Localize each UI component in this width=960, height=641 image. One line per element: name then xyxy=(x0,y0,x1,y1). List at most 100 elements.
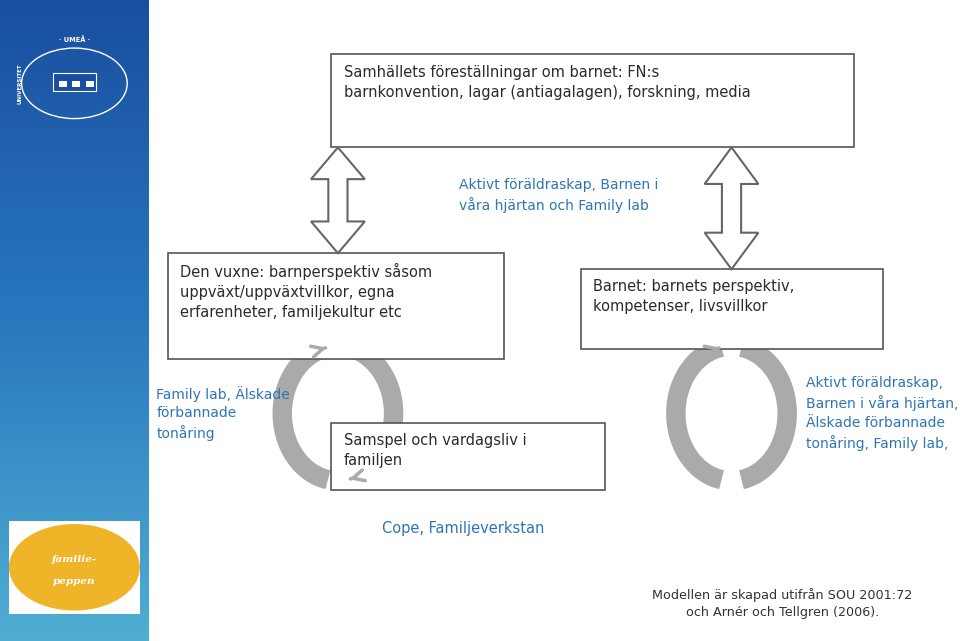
Bar xyxy=(0,590,149,593)
Bar xyxy=(0,324,149,327)
Bar xyxy=(0,45,149,48)
Bar xyxy=(0,561,149,564)
Bar xyxy=(0,558,149,561)
Bar xyxy=(0,429,149,433)
Bar xyxy=(0,327,149,330)
Bar xyxy=(0,308,149,311)
Bar xyxy=(0,314,149,317)
Bar xyxy=(0,71,149,74)
Bar xyxy=(0,545,149,548)
Bar xyxy=(0,551,149,554)
Bar xyxy=(0,615,149,619)
Polygon shape xyxy=(705,147,758,269)
Bar xyxy=(0,58,149,61)
Bar xyxy=(0,112,149,115)
Bar xyxy=(0,583,149,587)
Bar xyxy=(0,103,149,106)
Text: familie-: familie- xyxy=(52,555,97,564)
Bar xyxy=(0,554,149,558)
Bar xyxy=(0,173,149,176)
Bar xyxy=(0,244,149,247)
Bar xyxy=(0,29,149,32)
Bar xyxy=(0,330,149,333)
Bar xyxy=(0,401,149,404)
Bar xyxy=(0,154,149,157)
Bar xyxy=(0,612,149,615)
Bar xyxy=(0,119,149,122)
Bar xyxy=(0,215,149,218)
Bar xyxy=(0,410,149,413)
Bar xyxy=(0,580,149,583)
Bar xyxy=(0,599,149,603)
Bar xyxy=(0,375,149,378)
Bar xyxy=(0,26,149,29)
Bar xyxy=(73,81,80,87)
Bar xyxy=(0,471,149,474)
Bar xyxy=(0,170,149,173)
Bar xyxy=(0,625,149,628)
Bar xyxy=(0,260,149,263)
Bar xyxy=(0,167,149,170)
Bar xyxy=(0,503,149,506)
Bar xyxy=(0,577,149,580)
Bar xyxy=(0,356,149,359)
Bar xyxy=(0,269,149,272)
Text: Samspel och vardagsliv i
familjen: Samspel och vardagsliv i familjen xyxy=(344,433,526,468)
Bar xyxy=(0,333,149,337)
Bar xyxy=(0,417,149,420)
Bar xyxy=(0,596,149,599)
Bar xyxy=(0,603,149,606)
Bar xyxy=(0,163,149,167)
Bar xyxy=(0,436,149,439)
Bar xyxy=(0,449,149,452)
FancyBboxPatch shape xyxy=(331,54,854,147)
Bar xyxy=(0,147,149,151)
Bar xyxy=(0,346,149,349)
Bar xyxy=(0,445,149,449)
FancyBboxPatch shape xyxy=(168,253,504,359)
Bar xyxy=(0,619,149,622)
Bar xyxy=(0,385,149,388)
Text: Cope, Familjeverkstan: Cope, Familjeverkstan xyxy=(382,521,545,537)
Bar xyxy=(0,87,149,90)
Bar xyxy=(0,237,149,240)
Bar xyxy=(0,490,149,494)
Bar xyxy=(0,423,149,426)
Bar xyxy=(0,135,149,138)
Bar xyxy=(0,42,149,45)
Bar xyxy=(0,343,149,346)
Bar xyxy=(0,388,149,391)
Bar xyxy=(0,513,149,516)
Bar xyxy=(0,462,149,465)
Bar xyxy=(0,218,149,221)
Bar xyxy=(0,74,149,77)
Bar xyxy=(0,228,149,231)
Bar xyxy=(0,484,149,487)
Bar xyxy=(0,465,149,468)
Bar xyxy=(0,442,149,445)
Bar xyxy=(0,205,149,208)
Bar xyxy=(0,500,149,503)
Bar xyxy=(0,253,149,256)
Bar xyxy=(0,359,149,362)
Bar xyxy=(0,115,149,119)
Bar xyxy=(0,224,149,228)
Bar xyxy=(0,3,149,6)
Bar xyxy=(0,510,149,513)
Text: Family lab, Älskade
förbannade
tonåring: Family lab, Älskade förbannade tonåring xyxy=(156,386,290,441)
Bar xyxy=(0,433,149,436)
Bar xyxy=(0,628,149,631)
Bar xyxy=(0,516,149,519)
Text: Samhällets föreställningar om barnet: FN:s
barnkonvention, lagar (antiagalagen),: Samhällets föreställningar om barnet: FN… xyxy=(344,65,751,99)
Bar xyxy=(0,285,149,288)
Bar xyxy=(0,394,149,397)
Bar xyxy=(0,564,149,567)
Bar xyxy=(0,413,149,417)
Bar xyxy=(0,337,149,340)
Bar xyxy=(0,362,149,365)
Bar xyxy=(0,570,149,574)
Bar xyxy=(60,81,66,87)
Bar xyxy=(0,48,149,51)
Bar xyxy=(0,272,149,276)
Bar xyxy=(0,183,149,186)
